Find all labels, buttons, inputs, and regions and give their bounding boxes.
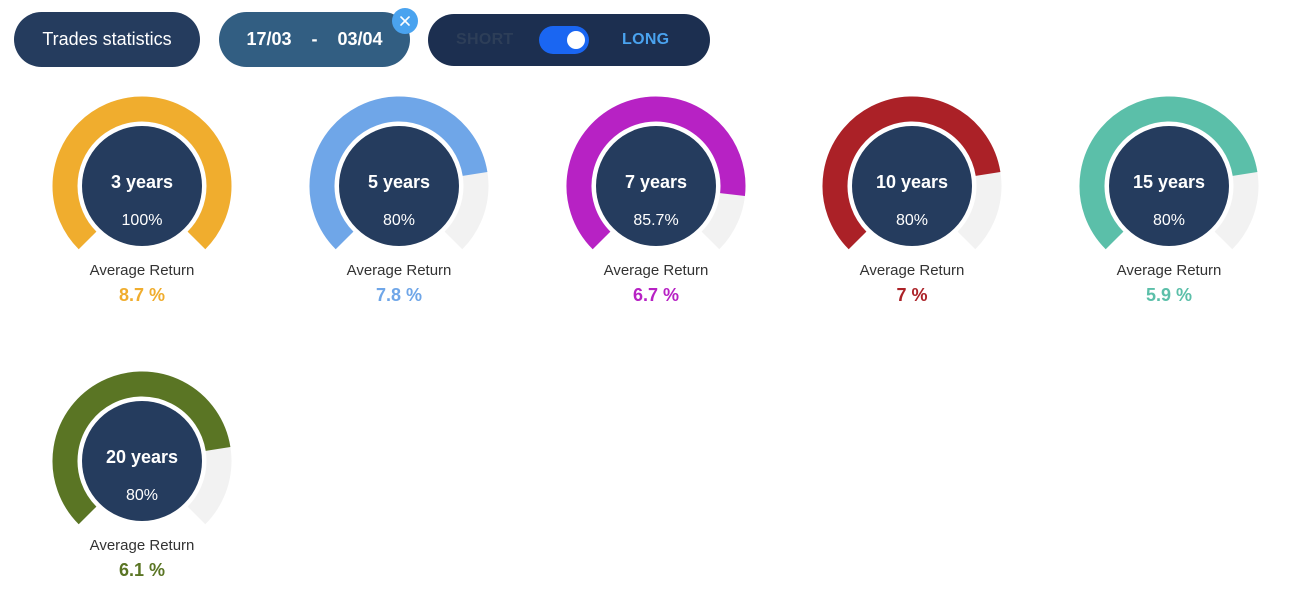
gauge-card: 7 years 85.7% Average Return 6.7 % <box>546 96 766 326</box>
date-separator: - <box>311 29 318 49</box>
average-return-label: Average Return <box>346 262 452 279</box>
gauge-center <box>596 126 716 246</box>
average-return-value: 6.1 % <box>118 560 166 580</box>
gauge-ring: 10 years 80% <box>822 96 1002 250</box>
date-to: 03/04 <box>337 29 383 49</box>
average-return-label: Average Return <box>859 262 965 279</box>
short-long-toggle-group: SHORT LONG <box>428 14 710 66</box>
toolbar: Trades statistics 17/03 - 03/04 SHORT LO… <box>14 8 774 68</box>
gauge-card: 15 years 80% Average Return 5.9 % <box>1059 96 1279 326</box>
gauge-percent: 80% <box>383 212 415 229</box>
clear-date-button[interactable] <box>392 8 418 34</box>
gauge-ring: 15 years 80% <box>1079 96 1259 250</box>
gauge-progress-arc <box>822 96 1001 250</box>
gauge-progress-arc <box>52 371 231 525</box>
average-return-value: 7 % <box>896 285 928 305</box>
gauge-center <box>1109 126 1229 246</box>
gauge-period: 5 years <box>368 172 430 192</box>
gauge-ring: 7 years 85.7% <box>566 96 746 250</box>
average-return-value: 7.8 % <box>375 285 423 305</box>
gauge-percent: 85.7% <box>633 212 678 229</box>
gauge-center <box>852 126 972 246</box>
short-long-switch[interactable] <box>539 26 589 54</box>
gauge-period: 20 years <box>106 447 178 467</box>
gauge-percent: 80% <box>1153 212 1185 229</box>
close-icon <box>400 16 410 26</box>
gauge-ring: 3 years 100% <box>52 96 232 250</box>
gauge-center <box>82 126 202 246</box>
gauge-card: 10 years 80% Average Return 7 % <box>802 96 1022 326</box>
date-from: 17/03 <box>246 29 292 49</box>
trades-statistics-label: Trades statistics <box>42 29 172 49</box>
gauge-card: 5 years 80% Average Return 7.8 % <box>289 96 509 326</box>
gauge-period: 3 years <box>111 172 173 192</box>
switch-knob <box>567 31 585 49</box>
gauge-progress-arc <box>566 96 746 250</box>
average-return-value: 6.7 % <box>632 285 680 305</box>
gauge-period: 7 years <box>625 172 687 192</box>
gauge-ring: 5 years 80% <box>309 96 489 250</box>
gauge-percent: 100% <box>122 212 163 229</box>
date-range-picker[interactable]: 17/03 - 03/04 <box>219 12 410 67</box>
average-return-label: Average Return <box>89 262 195 279</box>
average-return-value: 5.9 % <box>1145 285 1193 305</box>
short-option[interactable]: SHORT <box>456 31 514 48</box>
trades-statistics-button[interactable]: Trades statistics <box>14 12 200 67</box>
gauge-period: 15 years <box>1133 172 1205 192</box>
long-option[interactable]: LONG <box>622 31 670 48</box>
gauge-percent: 80% <box>896 212 928 229</box>
average-return-label: Average Return <box>89 537 195 554</box>
average-return-label: Average Return <box>603 262 709 279</box>
gauge-progress-arc <box>309 96 488 250</box>
gauge-card: 3 years 100% Average Return 8.7 % <box>32 96 252 326</box>
gauge-center <box>339 126 459 246</box>
gauge-card: 20 years 80% Average Return 6.1 % <box>32 371 252 601</box>
gauge-progress-arc <box>1079 96 1258 250</box>
average-return-label: Average Return <box>1116 262 1222 279</box>
gauge-progress-arc <box>52 96 232 250</box>
gauge-center <box>82 401 202 521</box>
gauge-period: 10 years <box>876 172 948 192</box>
gauge-percent: 80% <box>126 487 158 504</box>
average-return-value: 8.7 % <box>118 285 166 305</box>
gauge-ring: 20 years 80% <box>52 371 232 525</box>
